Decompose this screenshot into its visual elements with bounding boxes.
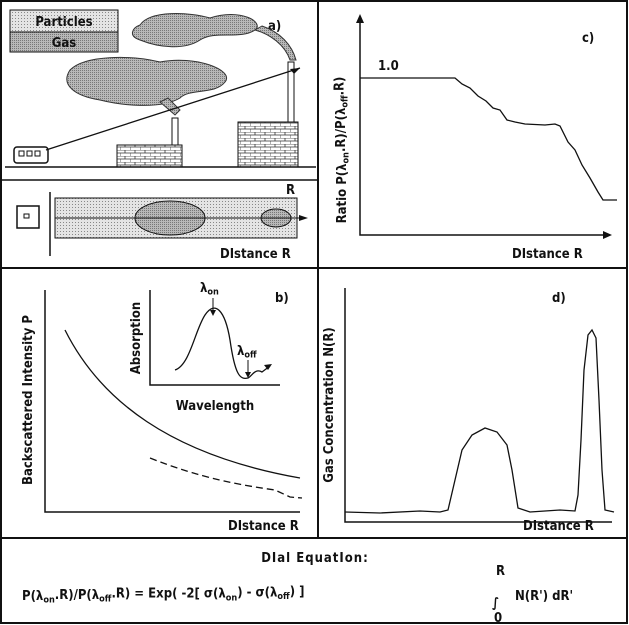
cloud <box>66 56 228 106</box>
text-part: λ <box>237 344 245 359</box>
panel-d: d) Gas Concentration N(R) DIstance R <box>322 288 615 534</box>
lambda-on: λon <box>200 281 219 298</box>
subscript: on <box>226 593 238 603</box>
cloud <box>132 13 258 48</box>
x-axis-label: DIstance R <box>220 247 291 262</box>
text-part: .R) <box>333 77 348 96</box>
arrowhead <box>356 14 612 239</box>
panel-a: Particles Gas a) R DIstance R <box>1 9 318 262</box>
text-part: .R)/P(λ <box>55 588 100 603</box>
subscript: on <box>207 288 219 298</box>
intensity-curve <box>64 329 301 479</box>
building <box>116 144 183 168</box>
arrowhead <box>245 372 251 378</box>
chimney <box>287 61 295 123</box>
x-axis-label: DIstance R <box>228 519 299 534</box>
text-part: ) ] <box>290 584 305 599</box>
arrowhead <box>264 364 272 370</box>
inset-axes <box>149 290 280 386</box>
text-part: Ratio P(λ <box>335 163 350 224</box>
upper-limit: R <box>496 564 505 579</box>
inset-x-label: Wavelength <box>176 399 254 414</box>
lambda-off: λoff <box>237 344 257 361</box>
inset-y-label: Absorption <box>129 302 144 375</box>
subscript: off <box>341 95 351 108</box>
plume <box>253 25 297 61</box>
panel-b: b) Backscattered Intensity P DIstance R … <box>21 281 303 534</box>
equation-lhs: P(λon.R)/P(λoff.R) = Exp( -2[ σ(λon) - σ… <box>22 584 304 605</box>
subscript: off <box>244 351 257 361</box>
arrowhead <box>299 215 308 221</box>
lower-limit: 0 <box>494 611 502 625</box>
arrowhead <box>290 68 300 74</box>
ratio-curve <box>360 77 617 201</box>
legend-box <box>9 31 119 53</box>
concentration-curve <box>344 328 615 514</box>
lidar-window <box>23 213 30 219</box>
text-part: .R)/P(λ <box>334 107 349 152</box>
panel-label: d) <box>552 291 566 306</box>
axes <box>359 18 608 236</box>
lidar <box>16 205 40 229</box>
y-axis-label: Backscattered Intensity P <box>21 315 36 485</box>
absorption-curve <box>174 307 271 380</box>
equation: DIal EquatIon: P(λon.R)/P(λoff.R) = Exp(… <box>22 551 573 625</box>
subscript: off <box>99 595 112 605</box>
x-axis-label: DIstance R <box>512 247 583 262</box>
integrand: N(R') dR' <box>515 589 573 604</box>
axes <box>44 290 300 513</box>
level-label: 1.0 <box>378 59 399 74</box>
x-axis-label: DIstance R <box>523 519 594 534</box>
building <box>237 121 299 168</box>
text-part: .R) = Exp( -2[ σ(λ <box>111 587 226 602</box>
subscript: off <box>277 592 290 602</box>
chimney <box>171 117 179 146</box>
arrowhead <box>210 310 216 316</box>
range-label: R <box>286 183 295 198</box>
panel-label: b) <box>275 291 289 306</box>
text-part: λ <box>200 281 208 296</box>
equation-title: DIal EquatIon: <box>261 551 369 566</box>
axes <box>344 288 612 523</box>
subscript: on <box>342 152 352 164</box>
text-part: P(λ <box>22 589 44 604</box>
panel-c: c) 1.0 Ratio P(λon.R)/P(λoff.R) DIstance… <box>333 14 617 262</box>
text-part: ) - σ(λ <box>237 585 278 600</box>
integral-sign: ∫ <box>492 596 499 611</box>
legend-label: Particles <box>35 15 92 30</box>
beam <box>45 67 301 151</box>
y-axis-label: Gas Concentration N(R) <box>322 327 337 482</box>
subscript: on <box>43 596 55 606</box>
windows <box>18 150 41 157</box>
intensity-curve-gas <box>149 457 303 499</box>
y-axis-label: Ratio P(λon.R)/P(λoff.R) <box>333 77 352 224</box>
panel-label: c) <box>582 31 594 46</box>
legend-label: Gas <box>52 36 76 51</box>
plume <box>159 97 181 116</box>
